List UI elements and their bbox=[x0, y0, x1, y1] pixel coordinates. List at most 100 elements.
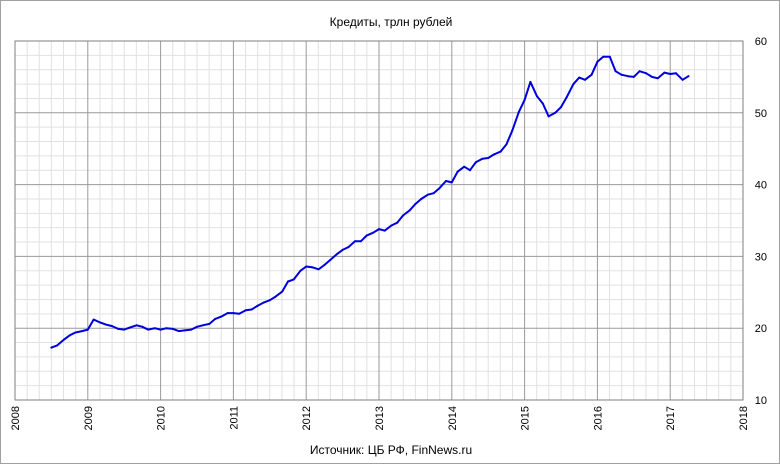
data-point bbox=[68, 334, 71, 337]
data-point bbox=[523, 98, 526, 101]
y-tick-label: 30 bbox=[755, 251, 767, 263]
y-tick-label: 40 bbox=[755, 180, 767, 192]
data-point bbox=[420, 198, 423, 200]
series-layer bbox=[50, 55, 690, 349]
data-point bbox=[487, 157, 490, 159]
data-point bbox=[123, 328, 126, 331]
data-point bbox=[536, 95, 538, 98]
data-point bbox=[372, 231, 375, 234]
data-point bbox=[505, 143, 508, 146]
x-tick-label: 2017 bbox=[665, 406, 677, 430]
data-point bbox=[596, 60, 599, 63]
data-point bbox=[408, 209, 411, 212]
x-tick-label: 2008 bbox=[10, 406, 22, 430]
data-point bbox=[274, 295, 277, 298]
data-point bbox=[474, 161, 477, 164]
data-point bbox=[469, 169, 471, 172]
data-point bbox=[287, 280, 289, 283]
y-tick-label: 20 bbox=[755, 323, 767, 335]
data-point bbox=[335, 253, 338, 256]
data-point bbox=[81, 330, 83, 333]
data-point bbox=[232, 312, 235, 315]
data-point bbox=[165, 327, 168, 330]
data-point bbox=[183, 329, 186, 332]
data-point bbox=[656, 77, 659, 80]
data-point bbox=[608, 55, 611, 58]
data-point bbox=[481, 157, 484, 160]
data-point bbox=[177, 330, 180, 333]
data-point bbox=[172, 327, 174, 330]
data-point bbox=[584, 78, 586, 81]
data-point bbox=[645, 72, 648, 75]
data-point bbox=[281, 290, 284, 293]
data-point bbox=[244, 309, 247, 312]
series-line bbox=[50, 55, 690, 349]
data-point bbox=[627, 75, 629, 78]
data-point bbox=[414, 203, 417, 205]
data-point bbox=[292, 278, 295, 281]
data-point bbox=[638, 70, 641, 73]
data-point bbox=[687, 75, 690, 78]
chart-title: Кредиты, трлн рублей bbox=[330, 15, 453, 29]
data-point bbox=[263, 301, 265, 304]
data-point bbox=[105, 323, 107, 326]
x-tick-label: 2015 bbox=[520, 406, 532, 430]
data-point bbox=[463, 165, 466, 168]
data-point bbox=[450, 181, 453, 184]
data-point bbox=[50, 346, 53, 349]
y-tick-label: 50 bbox=[755, 108, 767, 120]
data-point bbox=[578, 76, 581, 79]
data-point bbox=[147, 328, 150, 331]
data-point bbox=[56, 344, 59, 347]
data-point bbox=[117, 327, 120, 330]
data-point bbox=[426, 193, 429, 196]
data-point bbox=[365, 234, 368, 237]
data-point bbox=[383, 229, 386, 232]
data-point bbox=[675, 72, 677, 75]
data-point bbox=[547, 115, 550, 118]
x-axis-ticks: 2008 2009 2010 2011 2012 2013 2014 2015 2016 2017… bbox=[10, 406, 750, 430]
y-tick-label: 10 bbox=[755, 395, 767, 407]
y-axis-ticks: 10 20 30 40 50 60 bbox=[755, 36, 767, 407]
data-point bbox=[220, 315, 222, 318]
data-point bbox=[651, 75, 653, 78]
data-point bbox=[572, 83, 575, 86]
data-point bbox=[196, 325, 198, 328]
x-tick-label: 2012 bbox=[301, 406, 313, 430]
data-point bbox=[614, 70, 617, 73]
data-point bbox=[62, 338, 65, 341]
data-point bbox=[541, 102, 544, 105]
data-point bbox=[141, 325, 144, 328]
data-point bbox=[354, 240, 356, 243]
x-tick-label: 2016 bbox=[592, 406, 604, 430]
data-point bbox=[190, 328, 193, 331]
data-point bbox=[620, 73, 623, 76]
x-tick-label: 2010 bbox=[156, 406, 168, 430]
data-point bbox=[529, 80, 532, 83]
data-point bbox=[311, 266, 313, 269]
data-point bbox=[329, 259, 332, 261]
data-point bbox=[74, 331, 77, 334]
minor-grid bbox=[15, 41, 743, 400]
data-point bbox=[153, 327, 156, 330]
data-point bbox=[456, 170, 459, 173]
data-point bbox=[238, 312, 241, 315]
data-point bbox=[565, 96, 568, 98]
data-point bbox=[517, 111, 520, 114]
data-point bbox=[135, 324, 138, 327]
x-tick-label: 2018 bbox=[738, 406, 750, 430]
data-point bbox=[341, 248, 344, 251]
data-point bbox=[86, 328, 89, 331]
data-point bbox=[317, 268, 320, 271]
data-point bbox=[554, 111, 557, 114]
data-point bbox=[359, 240, 362, 243]
data-point bbox=[396, 221, 399, 224]
data-point bbox=[560, 106, 562, 109]
data-point bbox=[493, 153, 495, 156]
data-point bbox=[208, 322, 211, 325]
data-point bbox=[201, 324, 204, 327]
data-point bbox=[590, 73, 593, 76]
data-point bbox=[226, 312, 229, 315]
